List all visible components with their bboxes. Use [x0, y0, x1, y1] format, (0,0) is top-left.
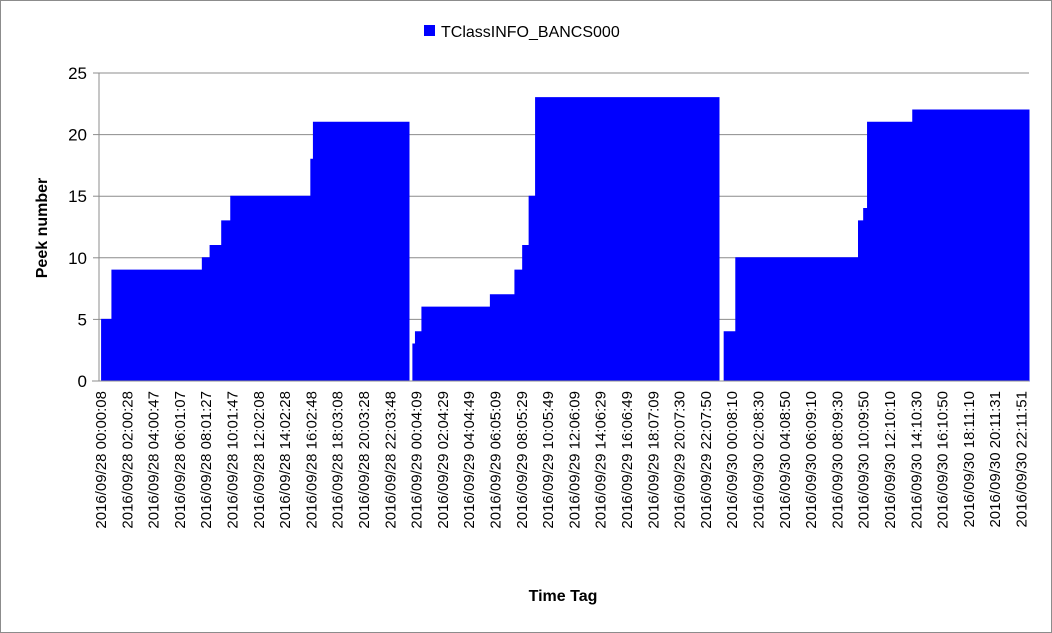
y-axis-title: Peek number	[34, 178, 51, 278]
y-tick-label: 15	[68, 187, 87, 206]
x-tick-label: 2016/09/30 14:10:30	[908, 391, 925, 529]
x-tick-label: 2016/09/28 14:02:28	[277, 391, 294, 529]
x-tick-label: 2016/09/28 16:02:48	[303, 391, 320, 529]
x-tick-label: 2016/09/30 04:08:50	[777, 391, 794, 529]
x-tick-label: 2016/09/30 00:08:10	[724, 391, 741, 529]
x-tick-label: 2016/09/29 12:06:09	[566, 391, 583, 529]
x-tick-labels: 2016/09/28 00:00:08 2016/09/28 02:00:28 20…	[93, 391, 1031, 529]
legend-label: TClassINFO_BANCS000	[441, 24, 620, 41]
x-tick-label: 2016/09/29 06:05:09	[488, 391, 505, 529]
x-tick-label: 2016/09/28 02:00:28	[119, 391, 136, 529]
y-tick-label: 25	[68, 64, 87, 83]
y-tick-label: 10	[68, 249, 87, 268]
x-axis-title: Time Tag	[529, 588, 598, 605]
x-tick-label: 2016/09/28 00:00:08	[93, 391, 110, 529]
x-tick-label: 2016/09/28 12:02:08	[251, 391, 268, 529]
axes	[92, 73, 1029, 382]
y-tick-label: 0	[78, 372, 87, 391]
x-tick-label: 2016/09/30 20:11:31	[987, 391, 1004, 528]
x-tick-label: 2016/09/29 18:07:09	[645, 391, 662, 529]
legend-swatch	[424, 25, 435, 36]
x-tick-label: 2016/09/29 08:05:29	[514, 391, 531, 529]
x-tick-label: 2016/09/28 22:03:48	[382, 391, 399, 529]
series-area	[99, 97, 1030, 382]
x-tick-label: 2016/09/29 16:06:49	[619, 391, 636, 529]
x-tick-label: 2016/09/28 20:03:28	[356, 391, 373, 529]
x-tick-label: 2016/09/30 12:10:10	[882, 391, 899, 529]
series-area-path	[99, 97, 1030, 382]
x-tick-label: 2016/09/29 00:04:09	[409, 391, 426, 529]
x-tick-label: 2016/09/29 04:04:49	[461, 391, 478, 529]
x-tick-label: 2016/09/29 20:07:30	[672, 391, 689, 529]
x-tick-label: 2016/09/30 06:09:10	[803, 391, 820, 529]
legend: TClassINFO_BANCS000	[424, 24, 620, 41]
x-tick-label: 2016/09/30 10:09:50	[856, 391, 873, 529]
y-tick-labels: 0 5 10 15 20 25	[68, 64, 87, 391]
x-tick-label: 2016/09/28 18:03:08	[330, 391, 347, 529]
x-tick-label: 2016/09/28 06:01:07	[172, 391, 189, 529]
x-tick-label: 2016/09/30 18:11:10	[961, 391, 978, 528]
x-tick-label: 2016/09/30 02:08:30	[751, 391, 768, 529]
x-tick-label: 2016/09/29 10:05:49	[540, 391, 557, 529]
x-tick-label: 2016/09/30 22:11:51	[1014, 391, 1031, 528]
x-tick-label: 2016/09/28 10:01:47	[225, 391, 242, 529]
x-tick-label: 2016/09/28 08:01:27	[198, 391, 215, 529]
y-tick-label: 20	[68, 126, 87, 145]
x-tick-label: 2016/09/28 04:00:47	[146, 391, 163, 529]
x-tick-label: 2016/09/30 08:09:30	[829, 391, 846, 529]
x-tick-label: 2016/09/29 02:04:29	[435, 391, 452, 529]
y-tick-label: 5	[78, 310, 87, 329]
x-tick-label: 2016/09/30 16:10:50	[935, 391, 952, 529]
x-tick-label: 2016/09/29 14:06:29	[593, 391, 610, 529]
x-tick-label: 2016/09/29 22:07:50	[698, 391, 715, 529]
